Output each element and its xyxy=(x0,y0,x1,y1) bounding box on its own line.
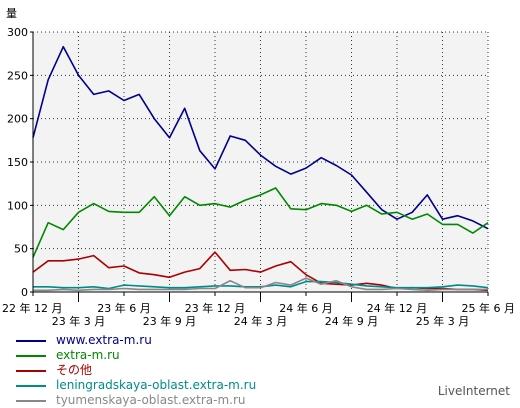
x-tick-label: 23 年 3 月 xyxy=(52,314,106,328)
legend-label: www.extra-m.ru xyxy=(56,333,152,347)
y-tick-labels: 0 50 100 150 200 250 300 xyxy=(7,26,28,299)
x-tick-label: 25 年 6 月 xyxy=(462,301,516,315)
legend-swatch xyxy=(16,369,46,372)
series-lines xyxy=(32,45,489,292)
y-tick-label: 0 xyxy=(21,286,28,299)
legend-swatch xyxy=(16,354,46,357)
legend-label: その他 xyxy=(56,363,93,377)
brand-label: LiveInternet xyxy=(437,384,510,398)
axes xyxy=(30,31,489,302)
x-tick-label: 24 年 6 月 xyxy=(279,301,333,315)
legend-item: その他 xyxy=(16,363,256,378)
legend-swatch xyxy=(16,384,46,387)
x-tick-label: 22 年 12 月 xyxy=(2,301,62,315)
legend-item: tyumenskaya-oblast.extra-m.ru xyxy=(16,393,256,408)
x-tick-labels: 22 年 12 月23 年 3 月23 年 6 月23 年 9 月23 年 12… xyxy=(2,301,515,328)
series-line-0 xyxy=(32,45,489,230)
x-tick-label: 23 年 9 月 xyxy=(143,314,197,328)
legend-swatch xyxy=(16,399,46,402)
gridlines xyxy=(33,31,489,292)
series-line-3 xyxy=(33,280,489,290)
legend-item: extra-m.ru xyxy=(16,348,256,363)
y-tick-label: 50 xyxy=(14,243,28,256)
y-tick-label: 250 xyxy=(7,69,28,82)
y-tick-label: 100 xyxy=(7,199,28,212)
legend: www.extra-m.ru extra-m.ru その他 leningradskay… xyxy=(16,333,256,408)
x-tick-label: 23 年 6 月 xyxy=(97,301,151,315)
legend-item: leningradskaya-oblast.extra-m.ru xyxy=(16,378,256,393)
x-tick-label: 25 年 3 月 xyxy=(416,314,470,328)
y-axis-label: 量 xyxy=(6,7,17,20)
y-tick-label: 150 xyxy=(7,156,28,169)
legend-swatch xyxy=(16,339,46,342)
series-line-1 xyxy=(32,187,489,258)
series-line-4 xyxy=(33,277,488,292)
legend-label: leningradskaya-oblast.extra-m.ru xyxy=(56,378,257,392)
x-tick-label: 23 年 12 月 xyxy=(185,301,245,315)
legend-item: www.extra-m.ru xyxy=(16,333,256,348)
x-tick-label: 24 年 12 月 xyxy=(367,301,427,315)
y-tick-label: 300 xyxy=(7,26,28,39)
x-tick-label: 24 年 9 月 xyxy=(325,314,379,328)
legend-label: extra-m.ru xyxy=(56,348,120,362)
legend-label: tyumenskaya-oblast.extra-m.ru xyxy=(56,393,246,407)
x-tick-label: 24 年 3 月 xyxy=(234,314,288,328)
y-tick-label: 200 xyxy=(7,113,28,126)
